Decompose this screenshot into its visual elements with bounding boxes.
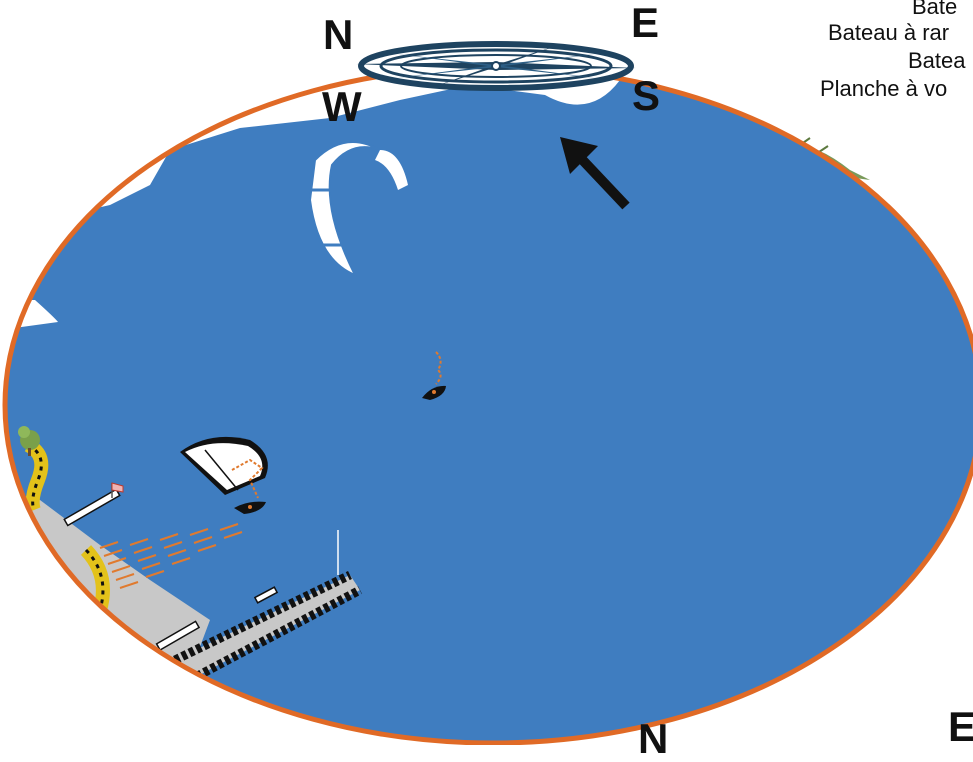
compass-bottom-east-label: E [948, 703, 973, 750]
dock-1 [63, 488, 121, 527]
kitesurfer-icon [422, 351, 446, 400]
swim-zone-markers [99, 523, 243, 589]
dock-2 [155, 620, 201, 651]
compass-bottom-north-label: N [638, 715, 669, 762]
legend-item-4: Planche à vo [820, 76, 948, 101]
compass-east-label: E [631, 0, 660, 46]
kite-icon [308, 141, 408, 277]
wind-arrow-icon [560, 137, 630, 210]
lake-scene-map [2, 41, 973, 745]
tree-icon [18, 426, 40, 456]
water-area [5, 67, 973, 743]
kitesurfer-with-kite-icon [180, 436, 268, 514]
legend-item-2: Bateau à rar [828, 20, 950, 45]
compass-west-label: W [322, 83, 362, 130]
compass-north-label: N [323, 11, 354, 58]
windsock-icon [111, 482, 124, 498]
compass-south-label: S [632, 72, 661, 119]
dock-3 [253, 586, 279, 604]
legend-item-3: Batea [908, 48, 966, 73]
legend-item-1: Bate [912, 0, 958, 19]
compass-rose-icon [356, 41, 636, 91]
jetty [173, 570, 363, 684]
